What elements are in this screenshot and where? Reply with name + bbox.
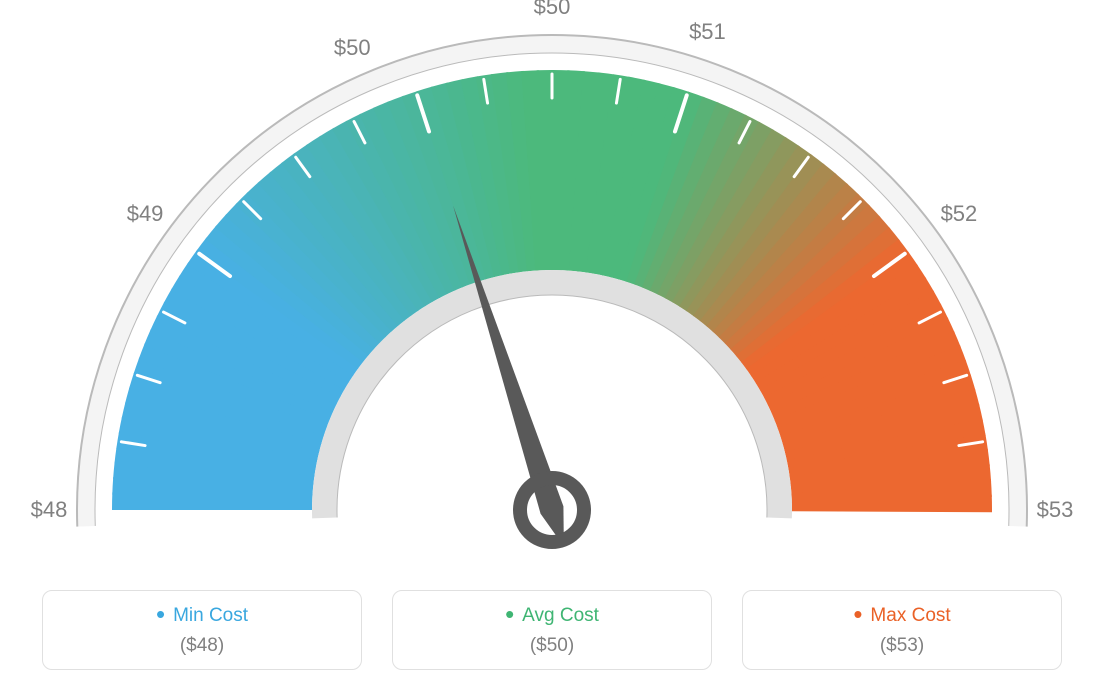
gauge-tick-label: $50 (534, 0, 571, 20)
gauge-chart: $48 $49 $50 $50 $51 $52 $53 (0, 0, 1104, 570)
legend-label-max: Max Cost (743, 605, 1061, 627)
legend-card-max: Max Cost ($53) (742, 590, 1062, 670)
legend-card-avg: Avg Cost ($50) (392, 590, 712, 670)
legend-value-avg: ($50) (393, 635, 711, 657)
gauge-tick-label: $50 (334, 35, 371, 61)
gauge-tick-label: $51 (689, 19, 726, 45)
gauge-tick-label: $49 (127, 201, 164, 227)
legend-value-min: ($48) (43, 635, 361, 657)
gauge-svg (0, 0, 1104, 570)
gauge-tick-label: $53 (1037, 497, 1074, 523)
gauge-tick-label: $48 (31, 497, 68, 523)
gauge-tick-label: $52 (941, 201, 978, 227)
legend-value-max: ($53) (743, 635, 1061, 657)
legend-card-min: Min Cost ($48) (42, 590, 362, 670)
legend-label-min: Min Cost (43, 605, 361, 627)
legend-label-avg: Avg Cost (393, 605, 711, 627)
legend-row: Min Cost ($48) Avg Cost ($50) Max Cost (… (0, 590, 1104, 670)
